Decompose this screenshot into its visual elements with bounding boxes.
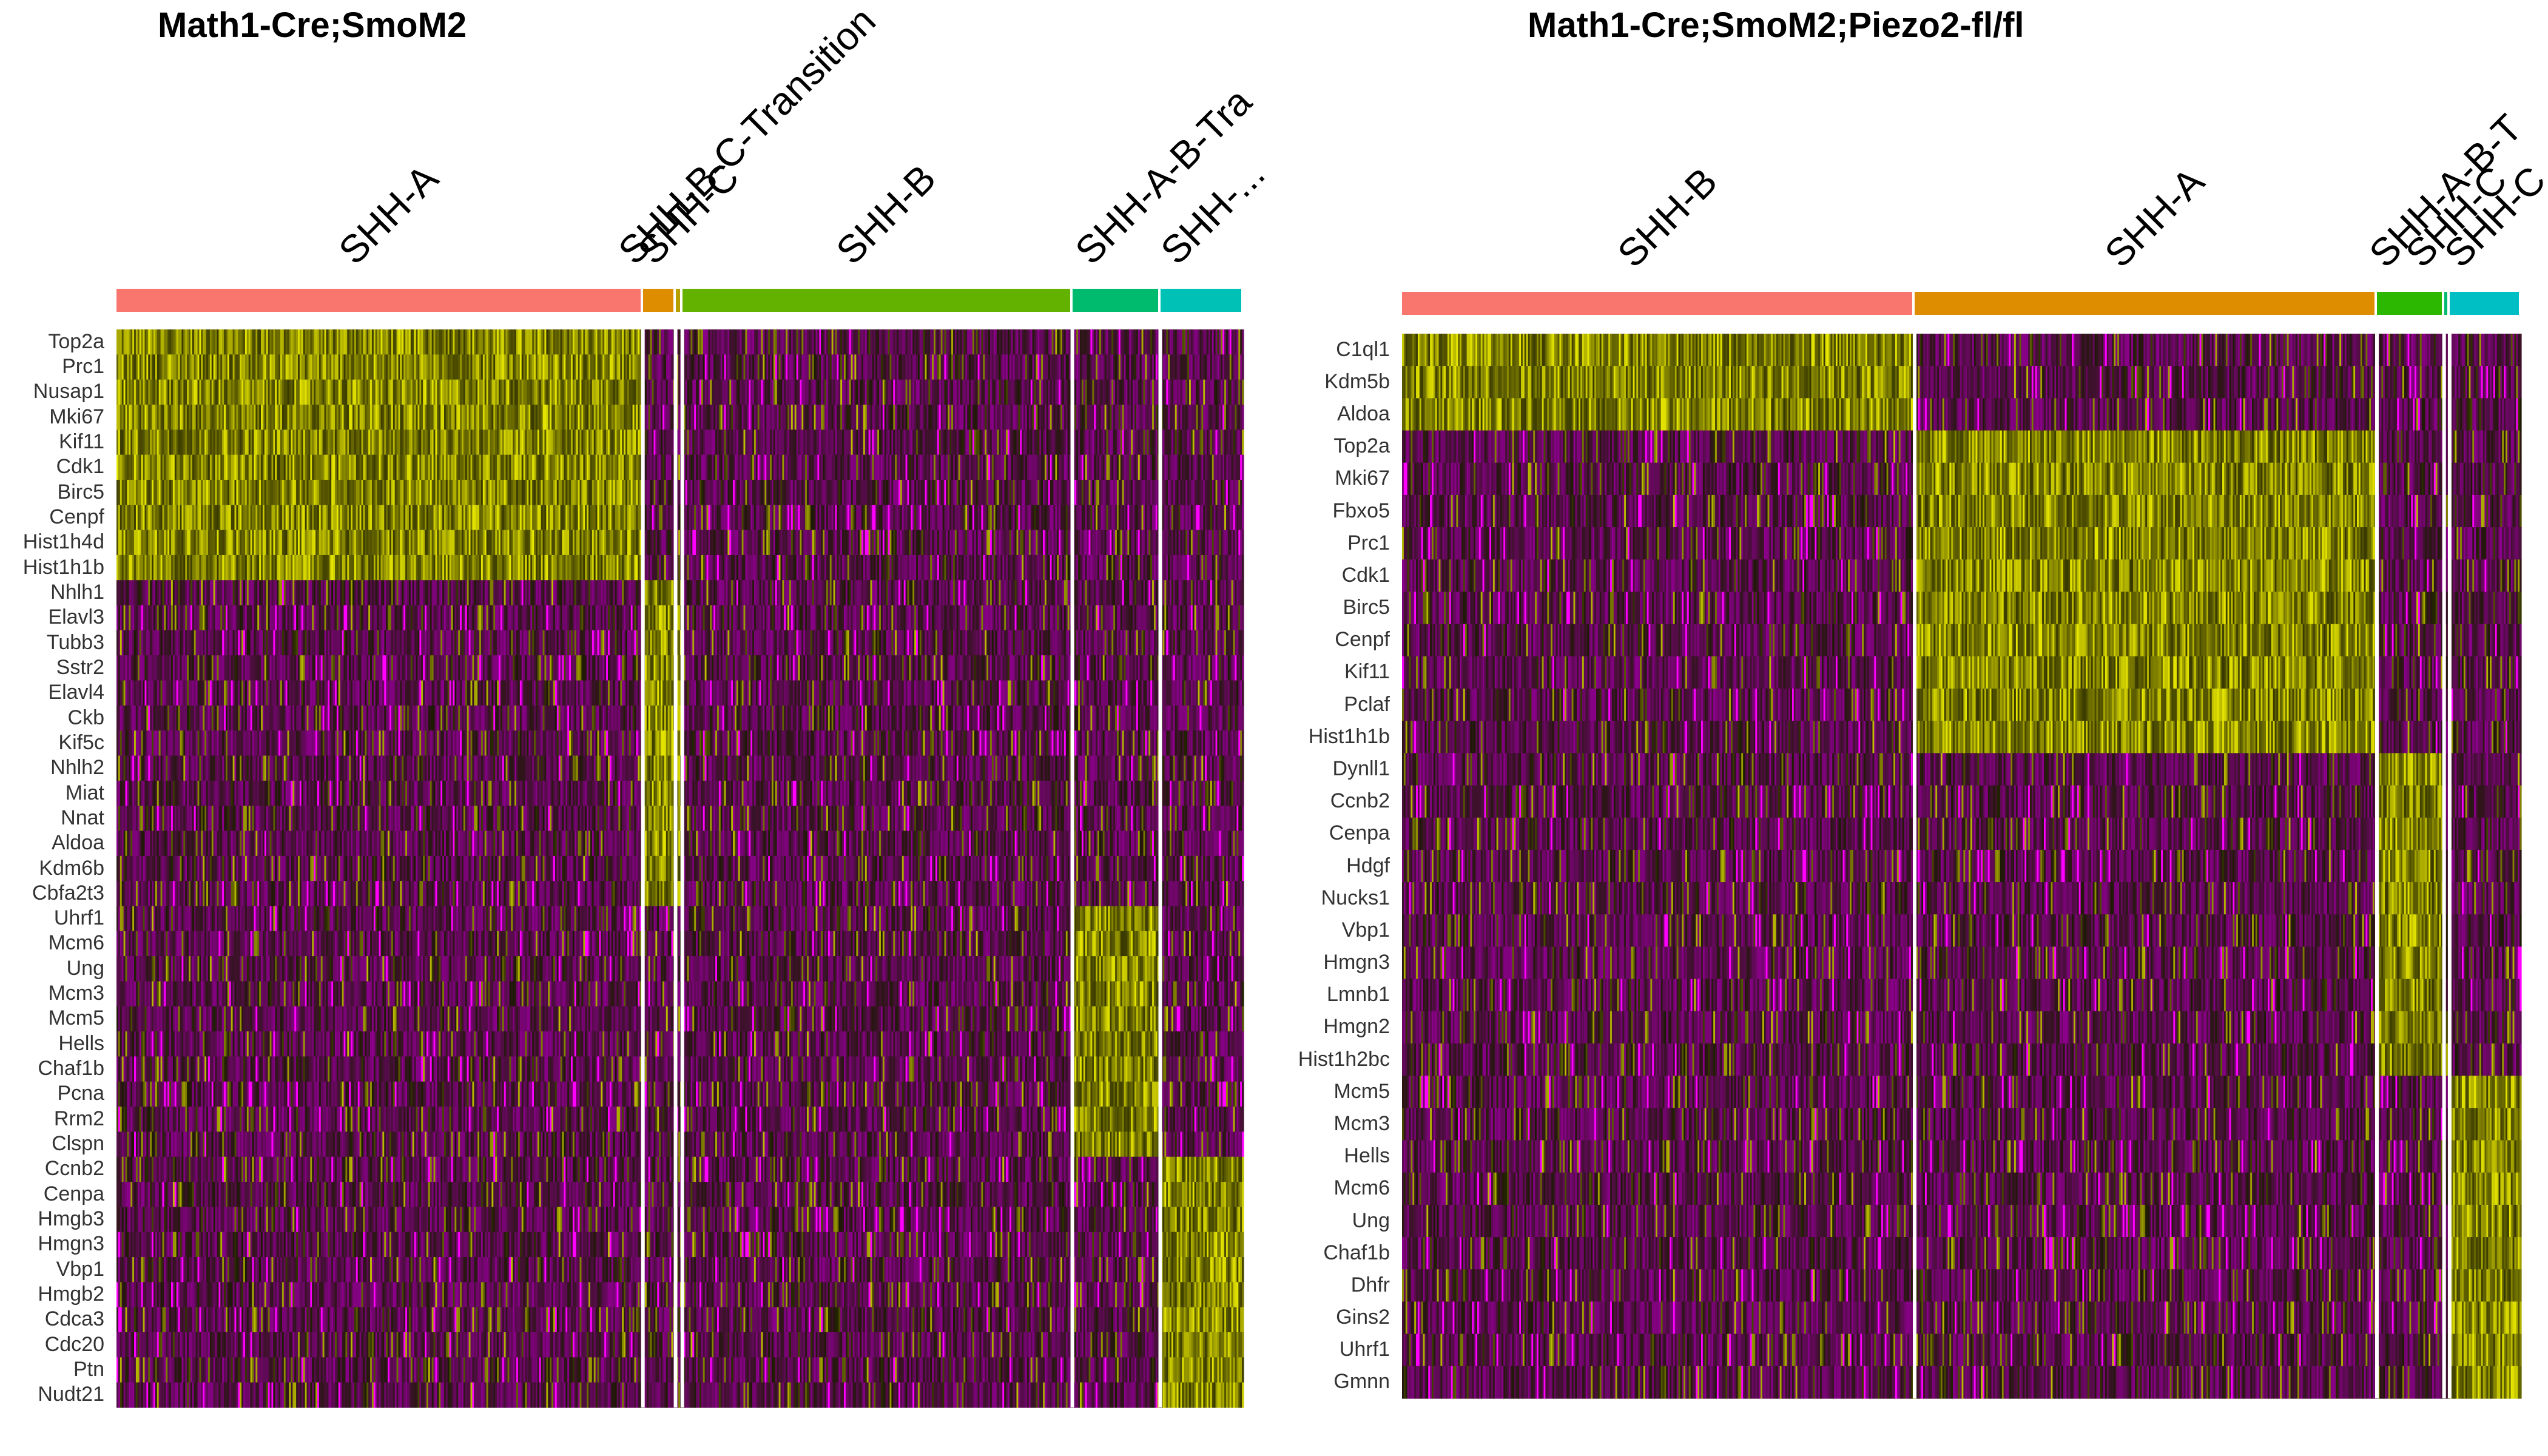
cluster-separator — [2448, 334, 2452, 1398]
cluster-separator — [2442, 334, 2446, 1398]
cluster-separator — [2375, 334, 2379, 1398]
cluster-separator — [1913, 334, 1916, 1398]
